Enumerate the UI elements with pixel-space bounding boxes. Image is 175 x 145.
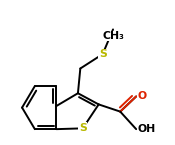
Text: OH: OH: [138, 124, 156, 134]
Text: CH₃: CH₃: [103, 31, 125, 41]
Text: S: S: [79, 123, 87, 133]
Text: S: S: [99, 49, 107, 59]
Text: O: O: [138, 91, 147, 102]
